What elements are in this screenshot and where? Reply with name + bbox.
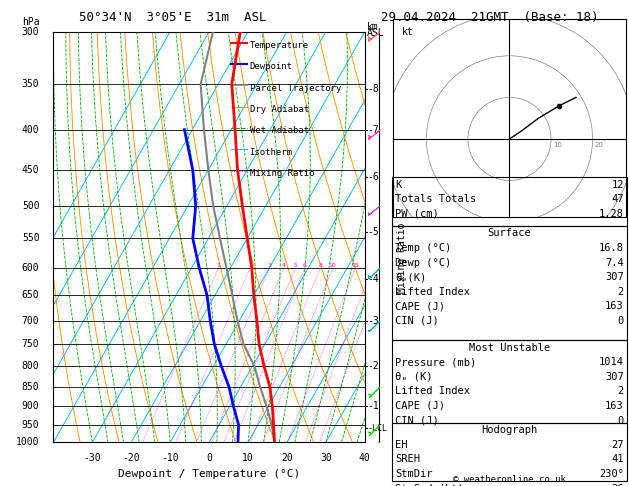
Text: 27: 27 (611, 440, 624, 450)
Text: 0: 0 (206, 452, 212, 463)
Text: -2: -2 (367, 361, 379, 371)
Text: EH: EH (395, 440, 408, 450)
Text: θₑ (K): θₑ (K) (395, 372, 433, 382)
Text: 307: 307 (605, 272, 624, 282)
Text: Mixing Ratio: Mixing Ratio (250, 169, 314, 178)
Text: km: km (366, 22, 378, 32)
Text: Dry Adiabat: Dry Adiabat (250, 105, 309, 114)
Text: 47: 47 (611, 194, 624, 205)
Text: -7: -7 (367, 125, 379, 135)
Text: 500: 500 (22, 201, 40, 211)
Text: SREH: SREH (395, 454, 420, 465)
Text: ASL: ASL (366, 28, 384, 38)
Text: 10: 10 (328, 263, 337, 268)
Text: PW (cm): PW (cm) (395, 209, 439, 219)
Text: CIN (J): CIN (J) (395, 316, 439, 326)
Text: 4: 4 (282, 263, 286, 268)
Text: 26: 26 (611, 484, 624, 486)
Text: 307: 307 (605, 372, 624, 382)
Text: © weatheronline.co.uk: © weatheronline.co.uk (453, 474, 566, 484)
Text: 16.8: 16.8 (599, 243, 624, 253)
Text: Pressure (mb): Pressure (mb) (395, 357, 476, 367)
Text: 550: 550 (22, 233, 40, 243)
Text: K: K (395, 180, 401, 190)
Text: 12: 12 (611, 180, 624, 190)
Text: 1: 1 (216, 263, 220, 268)
Text: 40: 40 (359, 452, 370, 463)
Text: -10: -10 (162, 452, 179, 463)
Text: -5: -5 (367, 227, 379, 237)
Text: Mixing Ratio (g/kg): Mixing Ratio (g/kg) (397, 181, 407, 293)
Text: -6: -6 (367, 173, 379, 182)
Text: Most Unstable: Most Unstable (469, 343, 550, 353)
Text: 650: 650 (22, 290, 40, 300)
Text: Dewp (°C): Dewp (°C) (395, 258, 451, 268)
Text: 15: 15 (352, 263, 359, 268)
Text: 29.04.2024  21GMT  (Base: 18): 29.04.2024 21GMT (Base: 18) (381, 11, 598, 24)
Text: 750: 750 (22, 339, 40, 349)
Text: -4: -4 (367, 274, 379, 284)
Text: Surface: Surface (487, 228, 532, 239)
Text: 1000: 1000 (16, 437, 40, 447)
Text: -1: -1 (367, 401, 379, 411)
Text: 10: 10 (553, 142, 562, 148)
Text: Dewpoint: Dewpoint (250, 62, 292, 71)
Text: Totals Totals: Totals Totals (395, 194, 476, 205)
Text: 50°34'N  3°05'E  31m  ASL: 50°34'N 3°05'E 31m ASL (79, 11, 266, 24)
Text: -LCL: -LCL (367, 424, 387, 433)
Text: Isotherm: Isotherm (250, 148, 292, 157)
Text: Dewpoint / Temperature (°C): Dewpoint / Temperature (°C) (118, 469, 300, 479)
Text: 300: 300 (22, 27, 40, 36)
Text: 163: 163 (605, 401, 624, 411)
Text: 41: 41 (611, 454, 624, 465)
Text: 2: 2 (618, 386, 624, 397)
Text: 3: 3 (267, 263, 272, 268)
Text: StmDir: StmDir (395, 469, 433, 479)
Text: 350: 350 (22, 79, 40, 89)
Text: 0: 0 (618, 316, 624, 326)
Text: 0: 0 (618, 416, 624, 426)
Text: 5: 5 (293, 263, 298, 268)
Text: Temperature: Temperature (250, 41, 309, 50)
Text: hPa: hPa (22, 17, 40, 27)
Text: 400: 400 (22, 125, 40, 135)
Text: 800: 800 (22, 361, 40, 371)
Text: kt: kt (401, 27, 413, 37)
Text: Parcel Trajectory: Parcel Trajectory (250, 84, 341, 93)
Text: 20: 20 (594, 142, 604, 148)
Text: 2: 2 (618, 287, 624, 297)
Text: 163: 163 (605, 301, 624, 312)
Text: 900: 900 (22, 401, 40, 411)
Text: 2: 2 (248, 263, 252, 268)
Text: CIN (J): CIN (J) (395, 416, 439, 426)
Text: θₑ(K): θₑ(K) (395, 272, 426, 282)
Text: 700: 700 (22, 315, 40, 326)
Text: 230°: 230° (599, 469, 624, 479)
Text: -30: -30 (84, 452, 101, 463)
Text: -8: -8 (367, 84, 379, 94)
Text: CAPE (J): CAPE (J) (395, 401, 445, 411)
Text: 1014: 1014 (599, 357, 624, 367)
Text: Temp (°C): Temp (°C) (395, 243, 451, 253)
Text: 30: 30 (320, 452, 331, 463)
Text: -3: -3 (367, 315, 379, 326)
Text: 8: 8 (318, 263, 322, 268)
Text: -20: -20 (123, 452, 140, 463)
Text: CAPE (J): CAPE (J) (395, 301, 445, 312)
Text: Hodograph: Hodograph (481, 425, 538, 435)
Text: 20: 20 (281, 452, 293, 463)
Text: 10: 10 (242, 452, 254, 463)
Text: 950: 950 (22, 420, 40, 430)
Text: Lifted Index: Lifted Index (395, 386, 470, 397)
Text: 600: 600 (22, 263, 40, 273)
Text: 6: 6 (303, 263, 307, 268)
Text: Wet Adiabat: Wet Adiabat (250, 126, 309, 136)
Text: StmSpd (kt): StmSpd (kt) (395, 484, 464, 486)
Text: 1.28: 1.28 (599, 209, 624, 219)
Text: 7.4: 7.4 (605, 258, 624, 268)
Text: 850: 850 (22, 382, 40, 392)
Text: 450: 450 (22, 165, 40, 175)
Text: Lifted Index: Lifted Index (395, 287, 470, 297)
